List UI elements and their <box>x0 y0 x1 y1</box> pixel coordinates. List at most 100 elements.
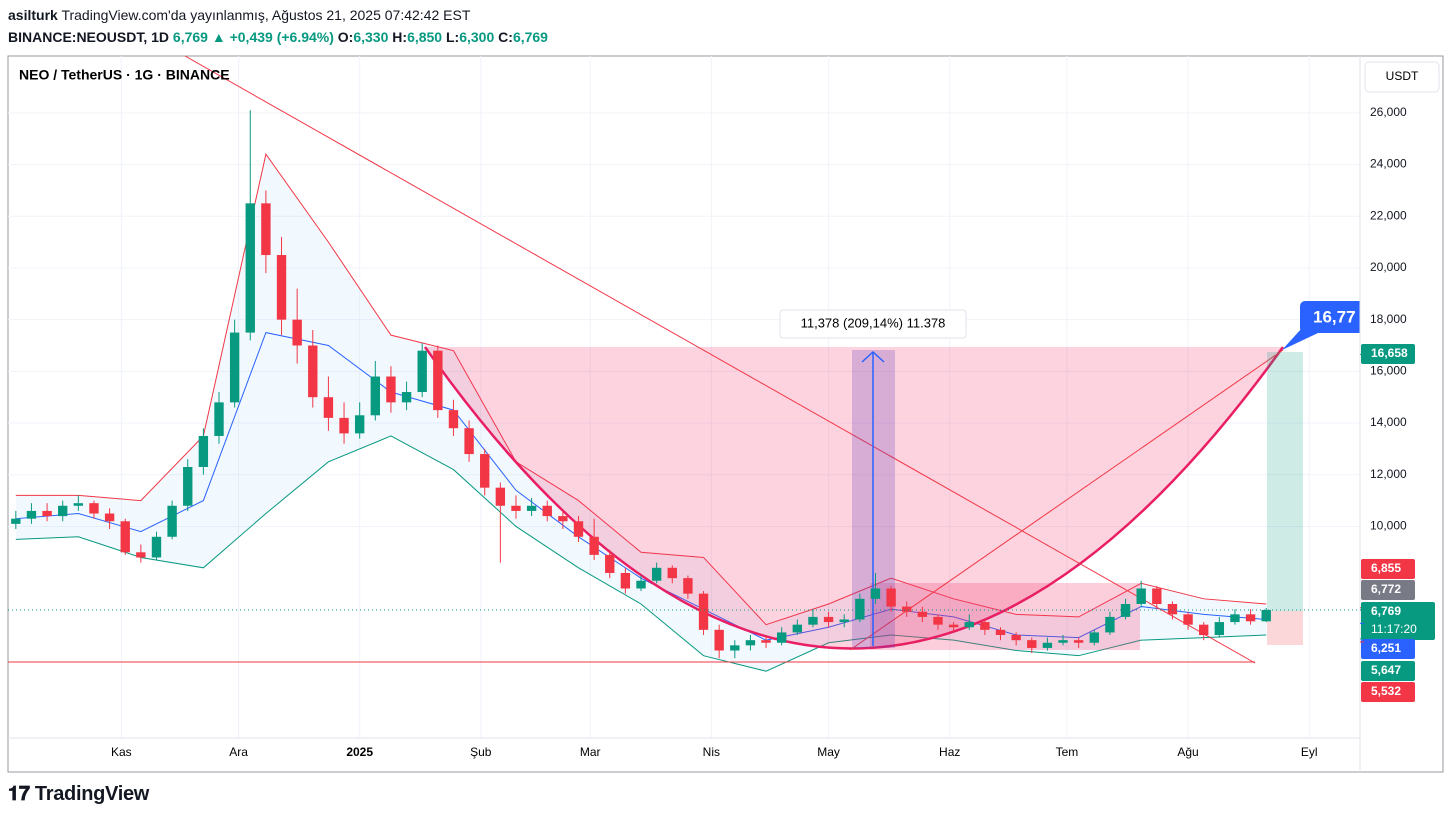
measure-arrow-head <box>861 350 885 363</box>
y-tick-label: 16,000 <box>1370 364 1407 378</box>
band-lower <box>15 435 1267 672</box>
price-label: 5,532 <box>1371 684 1401 698</box>
target-box <box>1267 352 1303 611</box>
candle-body <box>526 505 537 511</box>
candle-body <box>870 588 881 599</box>
candle-body <box>1245 614 1256 622</box>
countdown: 11:17:20 <box>1371 622 1417 636</box>
candle-body <box>386 376 396 403</box>
price-label: 5,647 <box>1371 663 1401 677</box>
price-label: 16,658 <box>1371 346 1408 360</box>
header-line-1: asilturk TradingView.com'da yayınlanmış,… <box>8 7 470 23</box>
c-label: C: <box>498 29 513 45</box>
price-label: 6,772 <box>1371 582 1401 596</box>
candle-body <box>11 518 21 524</box>
x-tick-label: Haz <box>939 745 960 759</box>
candle-body <box>1183 614 1193 625</box>
candle-body <box>698 593 709 630</box>
price-label: 6,251 <box>1371 641 1401 655</box>
price-label-box <box>1361 682 1415 702</box>
candle-body <box>1230 614 1240 623</box>
h-label: H: <box>392 29 408 45</box>
candle-body <box>167 505 177 537</box>
price-label-box <box>1361 559 1415 579</box>
candle-body <box>1089 632 1099 643</box>
candle-body <box>308 345 318 398</box>
candle-body <box>120 521 130 553</box>
candle-body <box>276 255 287 320</box>
currency-button[interactable] <box>1364 61 1440 93</box>
header-line-2: BINANCE:NEOUSDT, 1D 6,769 ▲ +0,439 (+6.9… <box>8 29 548 45</box>
candle-body <box>433 350 443 411</box>
candle-body <box>589 536 599 555</box>
zone-box <box>870 583 1140 650</box>
candle-body <box>1152 588 1162 604</box>
candle-body <box>58 505 68 517</box>
y-tick-label: 18,000 <box>1370 312 1407 326</box>
candle-body <box>745 640 756 646</box>
candle-body <box>42 510 52 517</box>
candle-body <box>808 616 818 625</box>
logo-mark: 𝟏𝟕 <box>8 783 35 805</box>
o-label: O: <box>337 29 354 45</box>
y-tick-label: 12,000 <box>1370 467 1407 481</box>
candle-body <box>448 410 459 429</box>
target-callout <box>1300 301 1360 333</box>
price-label-box <box>1361 639 1415 659</box>
candle-body <box>855 598 865 620</box>
candle-body <box>480 454 490 488</box>
candle-body <box>761 640 771 643</box>
candle-body <box>511 505 521 511</box>
candle-body <box>917 611 928 617</box>
candle-body <box>245 203 255 333</box>
y-tick-label: 24,000 <box>1370 157 1407 171</box>
x-tick-label: Nis <box>703 745 720 759</box>
trend-line <box>184 56 1256 664</box>
y-tick-label: 22,000 <box>1370 208 1407 222</box>
h: 6,850 <box>407 29 443 45</box>
candle-body <box>1042 642 1053 648</box>
price-label-box <box>1361 344 1415 364</box>
x-tick-label: Ara <box>229 745 248 759</box>
candle-body <box>839 619 849 623</box>
band-fill <box>15 154 1267 672</box>
candle-body <box>714 629 724 651</box>
candle-body <box>1199 624 1209 636</box>
change: ▲ +0,439 (+6.94%) <box>211 29 334 45</box>
candle-body <box>792 624 803 633</box>
legend-title: NEO / TetherUS · 1G · BINANCE <box>19 67 230 83</box>
candle-body <box>542 505 552 517</box>
candle-body <box>214 402 224 436</box>
candle-body <box>323 397 334 418</box>
candle-body <box>1073 640 1084 643</box>
candle-body <box>886 588 896 607</box>
y-tick-label: 10,000 <box>1370 519 1407 533</box>
chart: 16,77 11,378 (209,14%) 11.378 NEO / Teth… <box>7 55 1444 773</box>
candle-body <box>73 503 84 506</box>
candle-body <box>1058 640 1068 643</box>
candle-body <box>1027 640 1037 648</box>
candle-body <box>198 435 209 467</box>
candle-body <box>823 616 834 623</box>
candle-body <box>651 567 662 581</box>
candle-body <box>980 622 990 630</box>
candle-body <box>183 466 193 506</box>
candle-body <box>558 516 568 522</box>
candle-body <box>1261 609 1271 622</box>
currency[interactable]: USDT <box>1386 69 1419 83</box>
l-label: L: <box>446 29 460 45</box>
symbol: BINANCE:NEOUSDT, 1D <box>8 29 170 45</box>
candle-body <box>683 578 693 594</box>
x-tick-label: Tem <box>1056 745 1079 759</box>
price-label-box <box>1361 661 1415 681</box>
candle-body <box>495 487 506 506</box>
c: 6,769 <box>512 29 548 45</box>
x-tick-label: Şub <box>470 745 492 759</box>
x-tick-label: Eyl <box>1301 745 1318 759</box>
published: TradingView.com'da yayınlanmış, Ağustos … <box>61 7 471 23</box>
y-tick-label: 20,000 <box>1370 260 1407 274</box>
last: 6,769 <box>172 29 208 45</box>
target-label: 16,77 <box>1313 307 1356 326</box>
candle-body <box>1214 622 1225 636</box>
